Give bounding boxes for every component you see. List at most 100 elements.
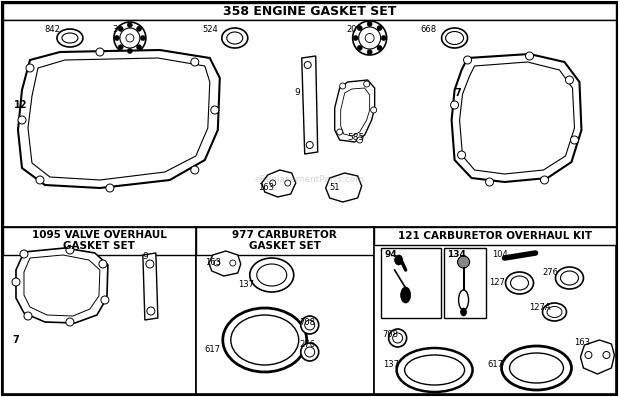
Ellipse shape xyxy=(397,348,472,392)
Ellipse shape xyxy=(118,45,123,50)
Text: 163: 163 xyxy=(575,338,590,347)
Text: 20: 20 xyxy=(346,25,356,34)
Ellipse shape xyxy=(541,176,549,184)
Polygon shape xyxy=(24,255,100,316)
Bar xyxy=(3,227,196,255)
Bar xyxy=(374,227,616,394)
Text: 94: 94 xyxy=(384,250,397,259)
Text: 617: 617 xyxy=(205,345,221,354)
Ellipse shape xyxy=(565,76,574,84)
Text: 9: 9 xyxy=(142,252,148,261)
Ellipse shape xyxy=(371,107,377,113)
Ellipse shape xyxy=(542,303,567,321)
Text: 1095 VALVE OVERHAUL: 1095 VALVE OVERHAUL xyxy=(32,230,167,240)
Text: 127A: 127A xyxy=(529,303,551,312)
Text: 9: 9 xyxy=(294,88,301,97)
Bar xyxy=(196,227,374,394)
Polygon shape xyxy=(459,62,575,174)
Ellipse shape xyxy=(381,35,386,40)
Ellipse shape xyxy=(257,264,286,286)
Ellipse shape xyxy=(505,272,533,294)
Bar xyxy=(3,3,616,20)
Ellipse shape xyxy=(353,35,358,40)
Ellipse shape xyxy=(136,45,141,50)
Ellipse shape xyxy=(304,347,315,357)
Ellipse shape xyxy=(395,255,402,265)
Ellipse shape xyxy=(459,290,469,310)
Ellipse shape xyxy=(340,83,346,89)
Text: 276: 276 xyxy=(299,340,316,349)
Bar xyxy=(196,227,374,255)
Polygon shape xyxy=(18,50,220,188)
Ellipse shape xyxy=(222,28,248,48)
Text: 121 CARBURETOR OVERHAUL KIT: 121 CARBURETOR OVERHAUL KIT xyxy=(398,231,592,241)
Ellipse shape xyxy=(20,250,28,258)
Polygon shape xyxy=(580,340,614,374)
Ellipse shape xyxy=(99,260,107,268)
Ellipse shape xyxy=(367,50,372,54)
Ellipse shape xyxy=(118,26,123,31)
Ellipse shape xyxy=(250,258,294,292)
Ellipse shape xyxy=(585,351,592,358)
Ellipse shape xyxy=(304,320,315,330)
Ellipse shape xyxy=(358,27,381,49)
Ellipse shape xyxy=(526,52,533,60)
Ellipse shape xyxy=(377,45,382,50)
Text: 524: 524 xyxy=(202,25,218,34)
Ellipse shape xyxy=(570,136,578,144)
Ellipse shape xyxy=(301,343,319,361)
Ellipse shape xyxy=(115,35,120,40)
Text: 708: 708 xyxy=(299,318,316,327)
Ellipse shape xyxy=(147,307,155,315)
Ellipse shape xyxy=(231,315,299,365)
Ellipse shape xyxy=(357,45,362,50)
Text: eReplacementParts.com: eReplacementParts.com xyxy=(255,175,365,184)
Polygon shape xyxy=(143,253,158,320)
Ellipse shape xyxy=(377,25,382,31)
Ellipse shape xyxy=(127,48,133,54)
Text: 137: 137 xyxy=(238,280,254,289)
Text: 708: 708 xyxy=(383,330,399,339)
Ellipse shape xyxy=(120,28,140,48)
Ellipse shape xyxy=(560,271,578,285)
Text: GASKET SET: GASKET SET xyxy=(249,241,321,251)
Ellipse shape xyxy=(603,351,610,358)
Text: 7: 7 xyxy=(12,335,19,345)
Text: 842: 842 xyxy=(44,25,60,34)
Ellipse shape xyxy=(57,29,83,47)
Bar xyxy=(443,248,485,318)
Text: 617: 617 xyxy=(487,360,503,369)
Ellipse shape xyxy=(367,21,372,27)
Ellipse shape xyxy=(306,141,313,148)
Ellipse shape xyxy=(301,316,319,334)
Ellipse shape xyxy=(211,106,219,114)
Polygon shape xyxy=(340,88,370,136)
Ellipse shape xyxy=(227,32,243,44)
Bar xyxy=(374,227,616,245)
Text: GASKET SET: GASKET SET xyxy=(63,241,135,251)
Ellipse shape xyxy=(24,312,32,320)
Polygon shape xyxy=(262,170,296,197)
Ellipse shape xyxy=(114,22,146,54)
Polygon shape xyxy=(302,56,317,154)
Ellipse shape xyxy=(556,267,583,289)
Text: 3: 3 xyxy=(112,25,118,34)
Ellipse shape xyxy=(66,246,74,254)
Ellipse shape xyxy=(356,137,363,143)
Bar xyxy=(381,248,441,318)
Ellipse shape xyxy=(285,180,291,186)
Ellipse shape xyxy=(126,34,134,42)
Polygon shape xyxy=(16,248,108,323)
Polygon shape xyxy=(451,54,582,182)
Ellipse shape xyxy=(191,58,199,66)
Ellipse shape xyxy=(18,116,26,124)
Ellipse shape xyxy=(270,180,276,186)
Ellipse shape xyxy=(191,166,199,174)
Ellipse shape xyxy=(223,308,307,372)
Ellipse shape xyxy=(230,260,236,266)
Ellipse shape xyxy=(389,329,407,347)
Ellipse shape xyxy=(214,260,220,266)
Ellipse shape xyxy=(458,151,466,159)
Text: 163: 163 xyxy=(205,258,221,267)
Ellipse shape xyxy=(510,276,528,290)
